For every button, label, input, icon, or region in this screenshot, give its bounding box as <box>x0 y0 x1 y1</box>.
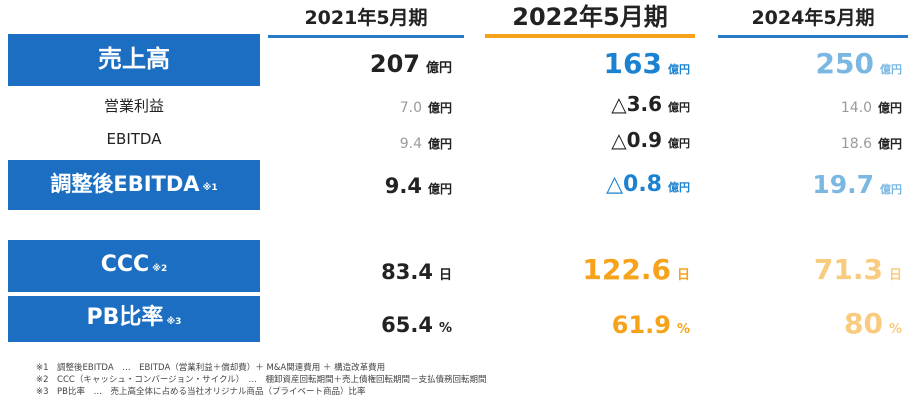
footnote-1: ※1 調整後EBITDA … EBITDA（営業利益＋償却費）＋ M&A関連費用… <box>36 363 386 373</box>
row-label-sales-text: 売上高 <box>98 45 170 73</box>
value-op-profit-2022: △3.6 億円 <box>488 92 690 116</box>
column-header-2021: 2021年5月期 <box>268 2 464 38</box>
value-ebitda-2024-num: 18.6 <box>840 136 872 152</box>
row-label-op-profit: 営業利益 <box>8 95 260 116</box>
value-pb-2024: 80% <box>720 307 902 340</box>
value-pb-2021: 65.4% <box>270 313 452 337</box>
value-ccc-2022-num: 122.6 <box>582 253 671 286</box>
value-op-profit-2021-unit: 億円 <box>427 101 452 115</box>
row-label-pb-mark: ※3 <box>166 317 182 327</box>
row-label-op-profit-text: 営業利益 <box>103 97 164 115</box>
value-adj-ebitda-2021-num: 9.4 <box>384 174 422 198</box>
row-label-adj-ebitda-text: 調整後EBITDA <box>50 172 200 196</box>
value-op-profit-2022-unit: 億円 <box>668 101 690 114</box>
row-label-sales: 売上高 <box>8 34 260 86</box>
value-ebitda-2022: △0.9 億円 <box>488 128 690 152</box>
value-adj-ebitda-2022-num: △0.8 <box>606 172 662 197</box>
value-op-profit-2021: 7.0 億円 <box>270 97 452 116</box>
row-label-ccc: CCC ※2 <box>8 240 260 292</box>
value-sales-2024-unit: 億円 <box>880 63 902 76</box>
value-ccc-2024-unit: 日 <box>888 268 902 283</box>
column-header-2022: 2022年5月期 <box>485 2 695 38</box>
value-pb-2021-unit: % <box>438 321 452 336</box>
value-op-profit-2022-num: △3.6 <box>611 92 662 116</box>
value-op-profit-2024-num: 14.0 <box>840 100 872 116</box>
value-ccc-2021-num: 83.4 <box>381 260 433 284</box>
value-sales-2021-unit: 億円 <box>425 61 452 76</box>
value-sales-2022: 163 億円 <box>488 47 690 80</box>
value-ccc-2022: 122.6 日 <box>488 253 690 286</box>
value-pb-2024-num: 80 <box>844 307 883 340</box>
row-label-adj-ebitda: 調整後EBITDA ※1 <box>8 160 260 210</box>
value-ebitda-2024-unit: 億円 <box>877 137 902 151</box>
column-header-2024-rule <box>718 35 908 38</box>
value-sales-2022-num: 163 <box>603 47 662 80</box>
value-adj-ebitda-2024-num: 19.7 <box>812 170 874 199</box>
value-ccc-2022-unit: 日 <box>676 268 690 283</box>
column-header-2021-label: 2021年5月期 <box>304 7 428 29</box>
value-ccc-2021-unit: 日 <box>438 268 452 283</box>
column-header-2024: 2024年5月期 <box>718 2 908 38</box>
value-op-profit-2024: 14.0 億円 <box>720 97 902 116</box>
value-adj-ebitda-2022-unit: 億円 <box>668 181 690 194</box>
value-pb-2022-num: 61.9 <box>611 311 671 339</box>
value-sales-2021: 207 億円 <box>270 50 452 78</box>
value-adj-ebitda-2024-unit: 億円 <box>880 183 902 196</box>
row-label-pb-text: PB比率 <box>86 305 164 330</box>
column-header-2024-label: 2024年5月期 <box>751 7 875 29</box>
value-sales-2024-num: 250 <box>815 47 874 80</box>
value-adj-ebitda-2021-unit: 億円 <box>427 182 452 196</box>
footnote-3: ※3 PB比率 … 売上高全体に占める当社オリジナル商品（プライベート商品）比率 <box>36 387 366 397</box>
value-ccc-2021: 83.4 日 <box>270 260 452 284</box>
value-ebitda-2024: 18.6 億円 <box>720 133 902 152</box>
value-adj-ebitda-2022: △0.8 億円 <box>488 172 690 197</box>
column-header-2022-rule <box>485 34 695 38</box>
column-header-2022-label: 2022年5月期 <box>512 3 668 31</box>
row-label-pb: PB比率 ※3 <box>8 296 260 342</box>
footnotes: ※1 調整後EBITDA … EBITDA（営業利益＋償却費）＋ M&A関連費用… <box>36 362 487 398</box>
value-pb-2021-num: 65.4 <box>381 313 433 337</box>
value-pb-2022-unit: % <box>676 322 690 337</box>
value-ccc-2024: 71.3 日 <box>720 253 902 286</box>
value-sales-2022-unit: 億円 <box>668 63 690 76</box>
value-sales-2024: 250 億円 <box>720 47 902 80</box>
value-ebitda-2021-num: 9.4 <box>399 136 422 152</box>
row-label-adj-ebitda-mark: ※1 <box>202 183 218 193</box>
row-label-ebitda-text: EBITDA <box>106 130 162 148</box>
value-op-profit-2024-unit: 億円 <box>877 101 902 115</box>
row-label-ebitda: EBITDA <box>8 130 260 148</box>
value-ebitda-2021: 9.4 億円 <box>270 133 452 152</box>
value-ebitda-2022-unit: 億円 <box>668 137 690 150</box>
value-pb-2024-unit: % <box>888 322 902 337</box>
footnote-2: ※2 CCC（キャッシュ・コンバージョン・サイクル） … 棚卸資産回転期間＋売上… <box>36 375 487 385</box>
column-header-2021-rule <box>268 35 464 38</box>
value-ebitda-2021-unit: 億円 <box>427 137 452 151</box>
value-sales-2021-num: 207 <box>369 50 420 78</box>
value-ebitda-2022-num: △0.9 <box>611 128 662 152</box>
value-adj-ebitda-2024: 19.7 億円 <box>720 170 902 199</box>
row-label-ccc-text: CCC <box>100 252 150 277</box>
value-adj-ebitda-2021: 9.4 億円 <box>270 174 452 198</box>
value-pb-2022: 61.9% <box>488 311 690 339</box>
row-label-ccc-mark: ※2 <box>152 264 168 274</box>
value-ccc-2024-num: 71.3 <box>813 253 883 286</box>
value-op-profit-2021-num: 7.0 <box>399 100 422 116</box>
